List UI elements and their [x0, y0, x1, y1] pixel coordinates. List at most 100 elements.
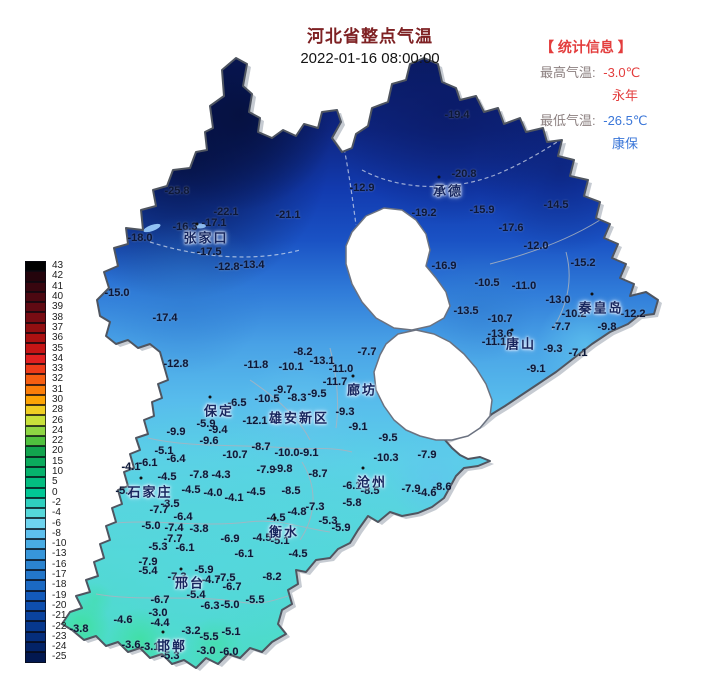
legend-value-label: -6	[52, 517, 61, 529]
legend-row: 0	[25, 486, 66, 498]
legend-row: 41	[25, 280, 66, 292]
legend-swatch	[25, 405, 46, 416]
legend-value-label: 42	[52, 270, 64, 282]
legend-swatch	[25, 508, 46, 519]
legend-value-label: 10	[52, 466, 64, 478]
temperature-legend: 43 42 41 40 39 38 37 36 35 34 33 32 31 30 28 26 24 22 20 15…	[25, 261, 66, 663]
legend-row: 30	[25, 394, 66, 406]
legend-swatch	[25, 539, 46, 550]
stats-panel: 【 统计信息 】 最高气温: -3.0℃ 永年 最低气温: -26.5℃ 康保	[540, 40, 716, 162]
legend-value-label: 38	[52, 311, 64, 323]
legend-swatch	[25, 363, 46, 375]
max-temp-station: 永年	[612, 88, 639, 103]
legend-swatch	[25, 466, 46, 478]
legend-swatch	[25, 600, 46, 612]
legend-row: 36	[25, 333, 66, 344]
legend-row: -20	[25, 599, 67, 612]
legend-value-label: 5	[52, 476, 58, 488]
page-title: 河北省整点气温	[307, 27, 433, 46]
legend-value-label: 22	[52, 435, 64, 447]
legend-swatch	[25, 302, 46, 313]
min-temp-value: -26.5℃	[603, 113, 648, 128]
legend-value-label: -16	[52, 558, 67, 570]
legend-rows: 43 42 41 40 39 38 37 36 35 34 33 32 31 30 28 26 24 22 20 15…	[25, 261, 66, 663]
legend-value-label: 41	[52, 280, 64, 292]
legend-row: -17	[25, 570, 66, 581]
legend-swatch	[25, 652, 46, 663]
legend-swatch	[25, 384, 46, 395]
legend-value-label: -25	[52, 651, 67, 663]
legend-value-label: 32	[52, 373, 64, 385]
legend-value-label: 0	[52, 486, 58, 498]
legend-value-label: 26	[52, 414, 64, 426]
legend-row: 38	[25, 311, 66, 323]
max-temp-label: 最高气温:	[540, 65, 596, 80]
legend-value-label: 15	[52, 455, 64, 467]
legend-swatch	[25, 518, 46, 529]
legend-swatch	[25, 436, 46, 447]
legend-row: 31	[25, 384, 66, 395]
legend-value-label: -18	[52, 579, 67, 591]
legend-swatch	[25, 343, 46, 354]
legend-swatch	[25, 291, 46, 303]
legend-row: 26	[25, 414, 66, 426]
legend-swatch	[25, 446, 46, 457]
legend-value-label: -19	[52, 589, 67, 601]
legend-row: 35	[25, 342, 66, 354]
legend-row: 34	[25, 352, 66, 364]
legend-value-label: 24	[52, 424, 64, 436]
min-temp-label: 最低气温:	[540, 113, 596, 128]
legend-row: 43	[25, 261, 66, 272]
legend-row: 20	[25, 445, 66, 457]
legend-row: -23	[25, 630, 67, 642]
legend-row: -24	[25, 641, 67, 653]
legend-row: -4	[25, 507, 66, 519]
legend-value-label: -23	[52, 630, 67, 642]
legend-row: -8	[25, 528, 66, 540]
legend-row: 22	[25, 435, 66, 447]
legend-swatch	[25, 333, 46, 344]
legend-value-label: 40	[52, 291, 64, 303]
legend-value-label: 35	[52, 342, 64, 354]
legend-swatch	[25, 374, 46, 385]
legend-row: 37	[25, 321, 66, 334]
legend-swatch	[25, 394, 46, 406]
max-temp-value: -3.0℃	[603, 65, 641, 80]
legend-row: -6	[25, 517, 66, 529]
legend-row: -18	[25, 579, 67, 591]
legend-value-label: 28	[52, 404, 64, 416]
legend-row: 24	[25, 424, 66, 437]
legend-value-label: -22	[52, 620, 67, 632]
legend-value-label: 20	[52, 445, 64, 457]
min-temp-station: 康保	[612, 136, 639, 151]
legend-value-label: 37	[52, 321, 64, 333]
legend-value-label: -20	[52, 599, 67, 611]
legend-swatch	[25, 590, 46, 601]
lake-mark	[194, 223, 206, 229]
legend-value-label: -21	[52, 610, 67, 622]
legend-value-label: -2	[52, 496, 61, 508]
legend-row: -10	[25, 539, 66, 550]
legend-row: 5	[25, 476, 66, 488]
legend-row: -16	[25, 558, 67, 570]
legend-value-label: 34	[52, 352, 64, 364]
legend-value-label: -4	[52, 507, 61, 519]
legend-value-label: 30	[52, 394, 64, 405]
legend-row: 15	[25, 455, 66, 467]
legend-swatch	[25, 281, 46, 292]
legend-row: -13	[25, 549, 66, 560]
legend-swatch	[25, 497, 46, 509]
legend-swatch	[25, 456, 46, 467]
legend-value-label: -24	[52, 641, 67, 653]
legend-row: 10	[25, 466, 66, 478]
legend-row: -2	[25, 496, 66, 509]
legend-swatch	[25, 477, 46, 488]
legend-swatch	[25, 271, 46, 282]
legend-row: -19	[25, 589, 67, 601]
tianjin-cutout	[373, 329, 493, 441]
legend-row: -22	[25, 620, 67, 632]
prefecture-borders	[95, 219, 601, 604]
legend-row: 28	[25, 404, 66, 416]
